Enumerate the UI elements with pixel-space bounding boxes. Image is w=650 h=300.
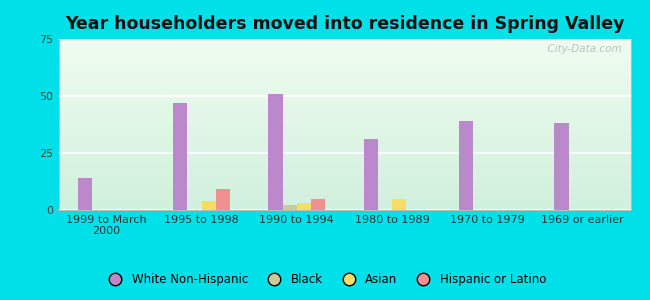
Bar — [297, 203, 311, 210]
Bar — [202, 201, 216, 210]
Bar — [392, 199, 406, 210]
Bar — [363, 139, 378, 210]
Text: City-Data.com: City-Data.com — [541, 44, 622, 54]
Bar — [554, 123, 569, 210]
Title: Year householders moved into residence in Spring Valley: Year householders moved into residence i… — [65, 15, 624, 33]
Bar — [77, 178, 92, 210]
Bar — [216, 190, 230, 210]
Bar — [283, 206, 297, 210]
Bar — [173, 103, 187, 210]
Bar — [268, 94, 283, 210]
Legend: White Non-Hispanic, Black, Asian, Hispanic or Latino: White Non-Hispanic, Black, Asian, Hispan… — [99, 269, 551, 291]
Bar — [311, 199, 326, 210]
Bar — [459, 121, 473, 210]
